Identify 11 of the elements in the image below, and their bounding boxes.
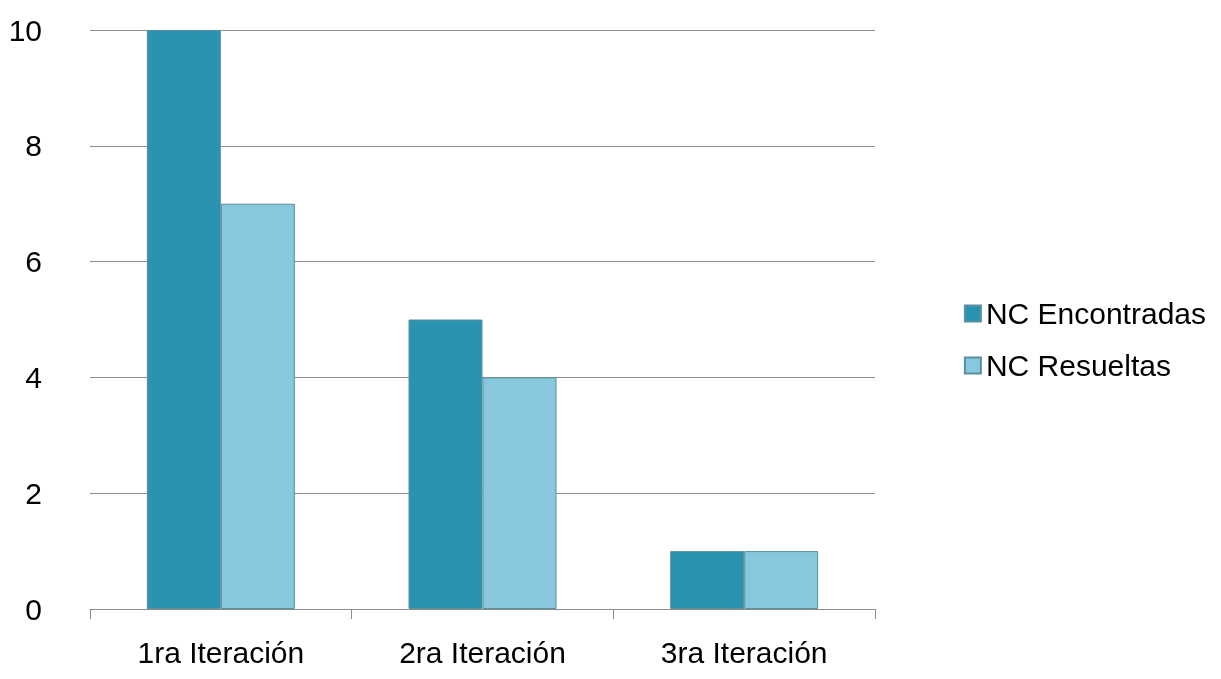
y-tick-label: 4 — [25, 360, 42, 394]
x-tick-label: 1ra Iteración — [137, 635, 305, 669]
legend-label: NC Resueltas — [985, 349, 1171, 382]
y-tick-label: 10 — [8, 13, 42, 47]
legend-label: NC Encontradas — [985, 297, 1206, 330]
x-tick-label: 2ra Iteración — [399, 635, 566, 669]
y-tick-label: 8 — [25, 129, 42, 163]
x-tick-label: 3ra Iteración — [660, 635, 828, 669]
y-tick-label: 0 — [25, 592, 42, 626]
y-tick-label: 6 — [25, 245, 42, 279]
y-tick-label: 2 — [25, 476, 42, 510]
